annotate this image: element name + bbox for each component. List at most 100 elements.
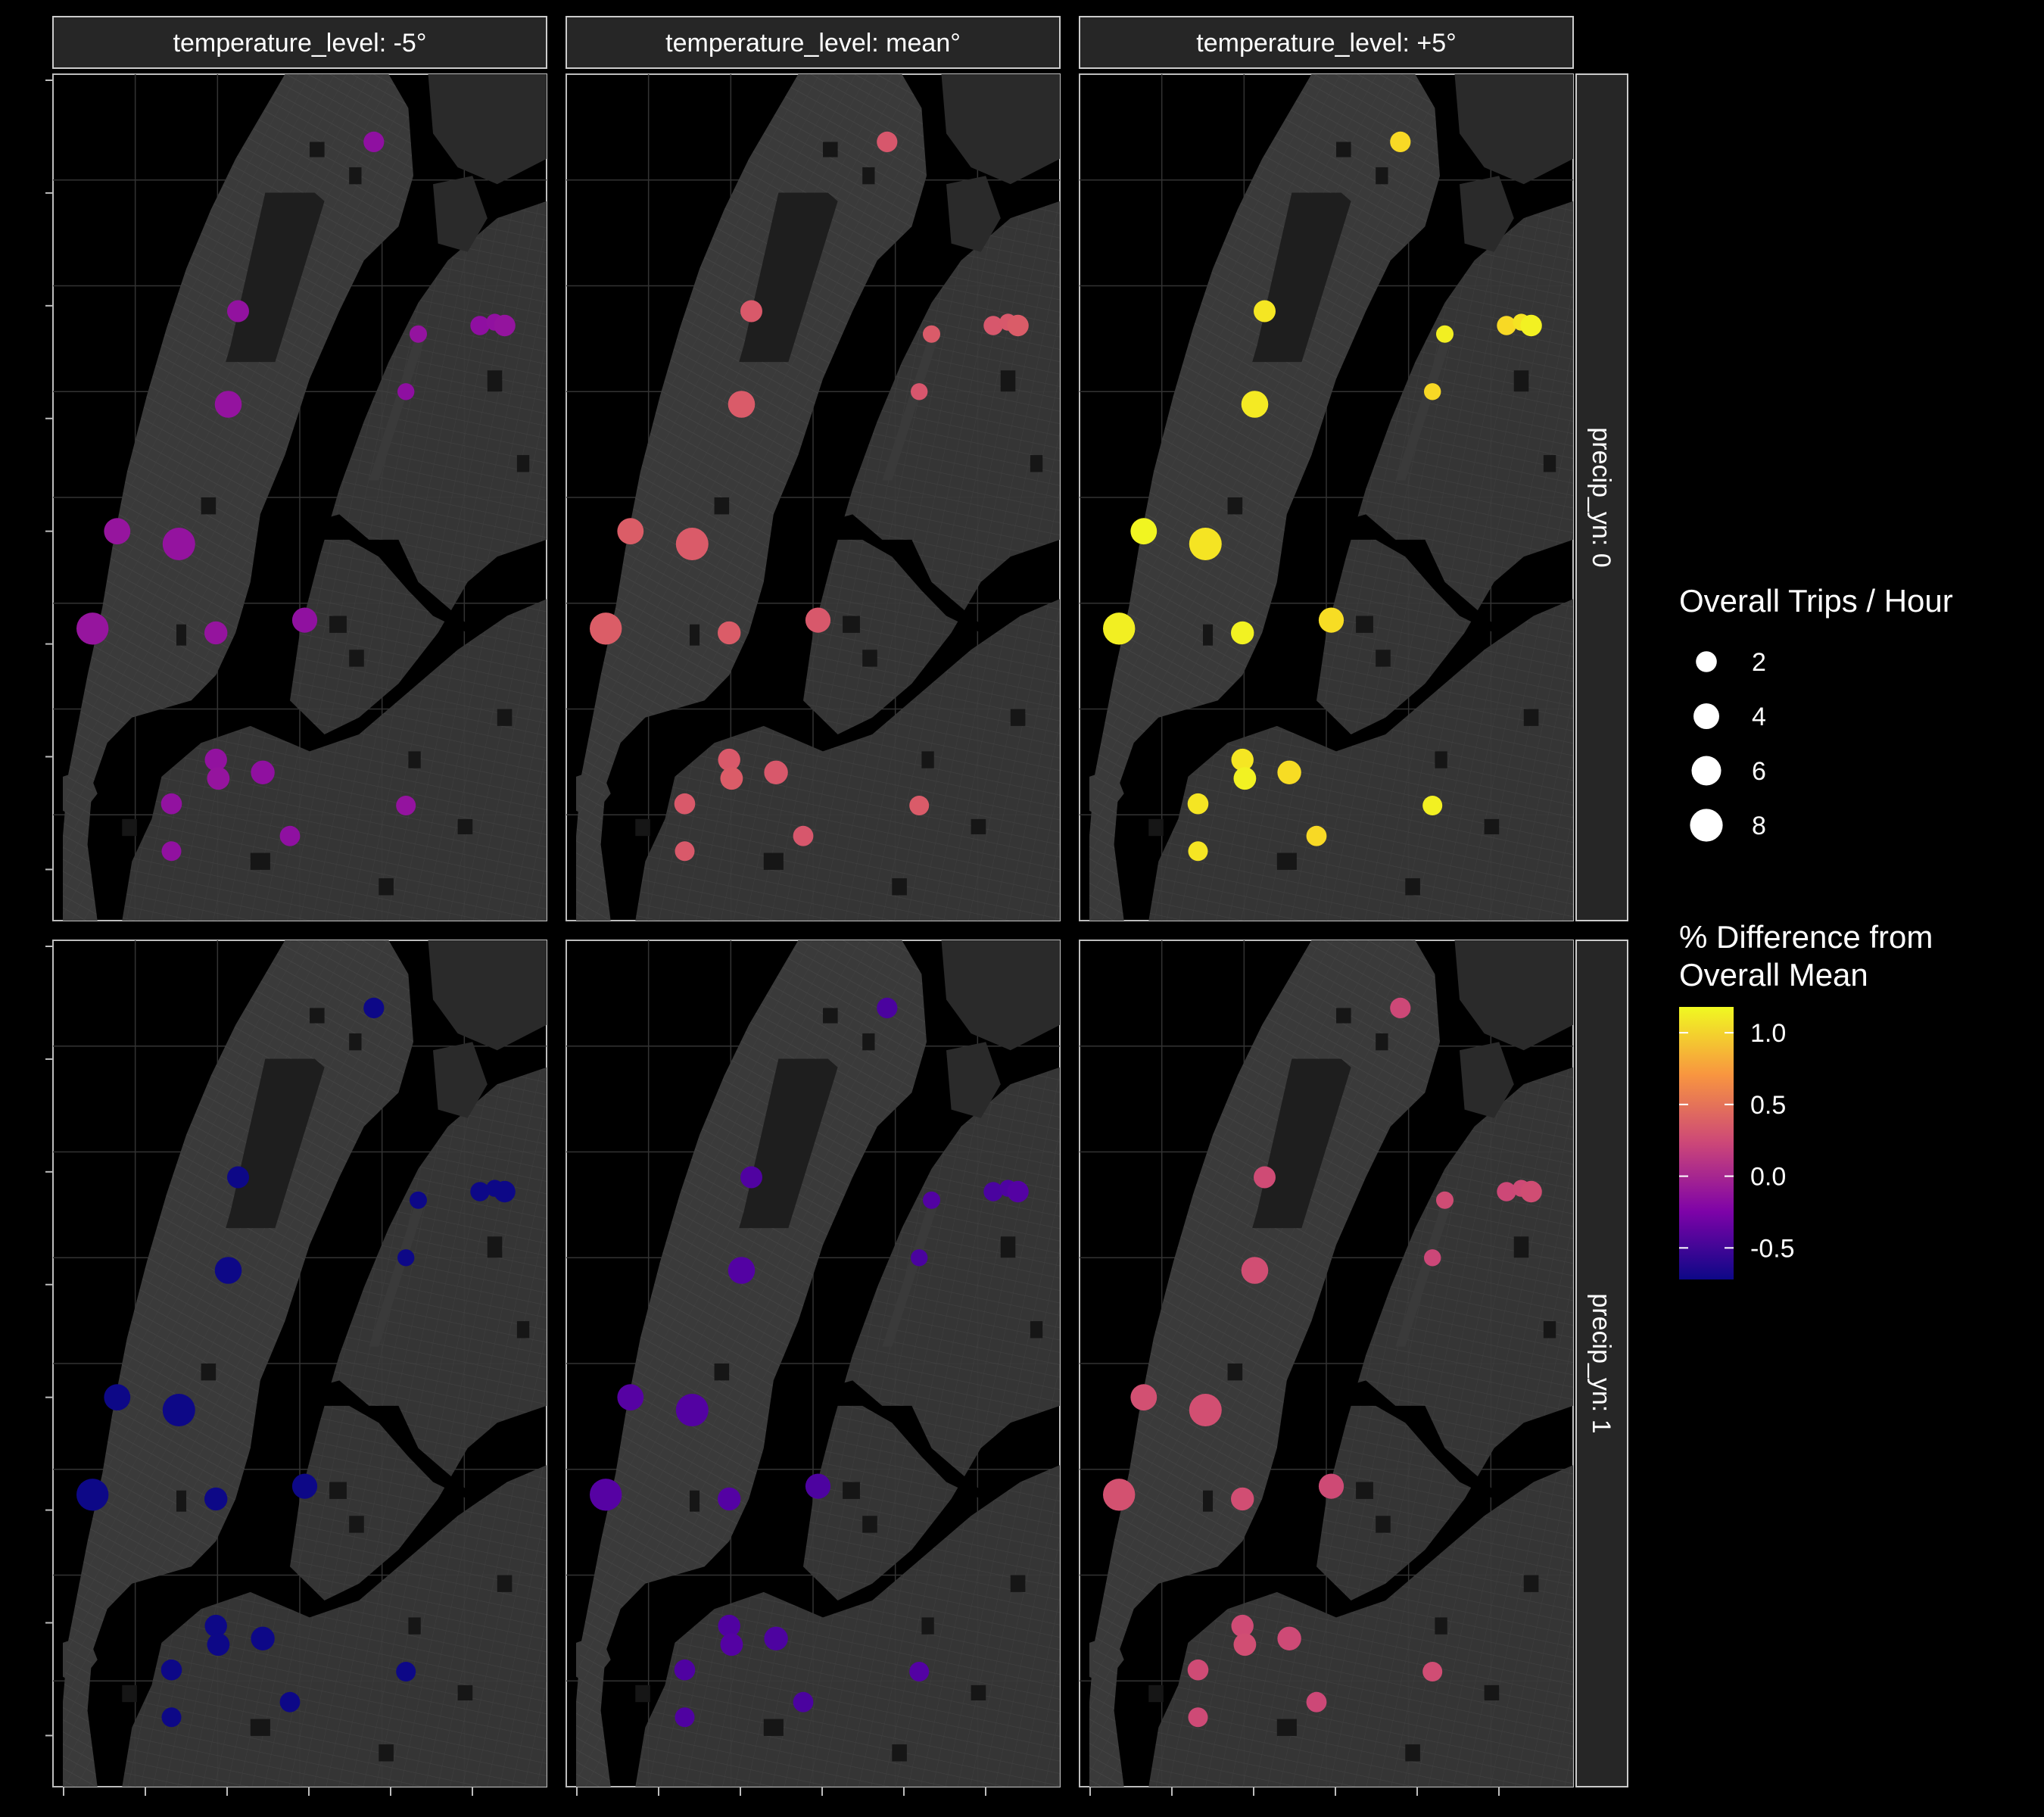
strips-layer: temperature_level: -5° temperature_level:… [52, 16, 1628, 1787]
station-bubble-s09 [617, 1384, 644, 1411]
map-block [1543, 1321, 1556, 1339]
central-park [1252, 192, 1351, 363]
map-block [379, 1744, 394, 1762]
map-block [457, 1685, 473, 1700]
roosevelt-island [1395, 328, 1455, 481]
panel-r1-c3 [1079, 73, 1574, 921]
station-bubble-s01 [1390, 997, 1411, 1018]
station-bubble-s16 [764, 760, 788, 784]
size-legend-key-6 [1691, 756, 1722, 786]
map-block [497, 1575, 513, 1592]
colorbar-label-3: 0.0 [1750, 1163, 1786, 1192]
panel-r2-c3 [1079, 940, 1574, 1787]
size-legend: Overall Trips / Hour 2 4 6 8 [1679, 583, 1953, 842]
roosevelt-island [369, 328, 428, 481]
station-bubble-s19 [793, 1691, 814, 1713]
station-bubble-s02 [227, 1166, 249, 1189]
map-block [122, 1685, 137, 1703]
panel-r1-c1 [52, 73, 547, 921]
roosevelt-island [1395, 1194, 1455, 1347]
map-block [487, 370, 503, 392]
land-brooklyn [122, 599, 547, 921]
newtown-creek [1336, 514, 1494, 633]
station-bubble-s03 [410, 325, 427, 343]
station-bubble-s16 [764, 1626, 788, 1650]
station-bubble-s04 [1497, 1182, 1516, 1201]
station-bubble-s01 [1390, 131, 1411, 152]
newtown-creek [310, 1380, 468, 1499]
station-bubble-s20 [161, 1707, 182, 1728]
station-bubble-s02 [1254, 1166, 1276, 1189]
colorbar-ticks: 1.0 0.5 0.0 -0.5 [1679, 1019, 1795, 1263]
map-block [1405, 878, 1420, 896]
station-bubble-s09 [1130, 518, 1158, 545]
land-manhattan [576, 74, 927, 921]
station-bubble-s11 [1103, 1479, 1136, 1511]
station-bubble-s06 [494, 314, 516, 337]
station-bubble-s02 [740, 1166, 762, 1189]
map-block [1435, 751, 1447, 768]
station-bubble-s19 [1306, 1691, 1327, 1713]
station-bubble-s01 [877, 997, 898, 1018]
station-bubble-s17 [160, 1659, 182, 1681]
map-block [1376, 1033, 1388, 1051]
map-block [497, 709, 513, 726]
station-bubble-s16 [251, 760, 275, 784]
station-bubble-s12 [718, 621, 741, 645]
station-bubble-s08 [1241, 391, 1269, 418]
land-bronx [428, 74, 547, 185]
station-bubble-s07 [397, 1249, 415, 1267]
map-block [487, 1236, 503, 1258]
map-block [843, 1482, 860, 1499]
map-block [1543, 455, 1556, 472]
newtown-creek [823, 514, 981, 633]
map-block [823, 142, 838, 157]
map-block [1405, 1744, 1420, 1762]
map-block [1148, 818, 1164, 837]
station-bubble-s06 [1007, 314, 1029, 337]
station-bubble-s07 [911, 383, 928, 400]
station-bubble-s15 [207, 767, 230, 790]
map-block [1203, 1490, 1214, 1512]
map-block [862, 1033, 875, 1051]
station-bubble-s07 [1424, 1249, 1441, 1267]
map-block [1376, 1516, 1391, 1533]
colorbar [1679, 1007, 1734, 1279]
station-bubble-s04 [1497, 316, 1516, 335]
map-block [310, 142, 325, 157]
map-block [1276, 1719, 1297, 1736]
land-manhattan [63, 940, 413, 1787]
station-bubble-s13 [1318, 607, 1344, 633]
station-bubble-s10 [675, 528, 709, 560]
station-bubble-s01 [363, 131, 385, 152]
column-strip-label-2: temperature_level: mean° [665, 29, 961, 58]
map-block [1030, 1321, 1043, 1339]
map-block [862, 1516, 877, 1533]
map-block [250, 852, 270, 870]
station-bubble-s13 [291, 607, 318, 633]
land-manhattan [63, 74, 413, 921]
station-bubble-s17 [1187, 1659, 1209, 1681]
station-bubble-s16 [251, 1626, 275, 1650]
land-bronx [941, 74, 1060, 185]
map-block [408, 751, 421, 768]
map-block [763, 1719, 784, 1736]
map-block [714, 497, 730, 515]
station-bubble-s10 [1189, 1394, 1222, 1426]
map-block [1356, 616, 1373, 633]
station-bubble-s20 [675, 841, 695, 862]
color-legend: % Difference from Overall Mean 1.0 0.5 0.0… [1679, 919, 1933, 1279]
map-block [1513, 1236, 1529, 1258]
map-block [690, 1490, 700, 1512]
map-block [349, 650, 364, 667]
station-bubble-s03 [1436, 1191, 1454, 1209]
land-bronx [1454, 74, 1573, 185]
station-bubble-s17 [674, 793, 696, 815]
map-block [516, 455, 530, 472]
map-block [921, 1617, 934, 1635]
axis-ticks-layer [45, 79, 1500, 1796]
map-block [122, 818, 137, 837]
station-bubble-s08 [728, 391, 756, 418]
station-bubble-s20 [1188, 1707, 1208, 1728]
land-bronx [428, 940, 547, 1051]
